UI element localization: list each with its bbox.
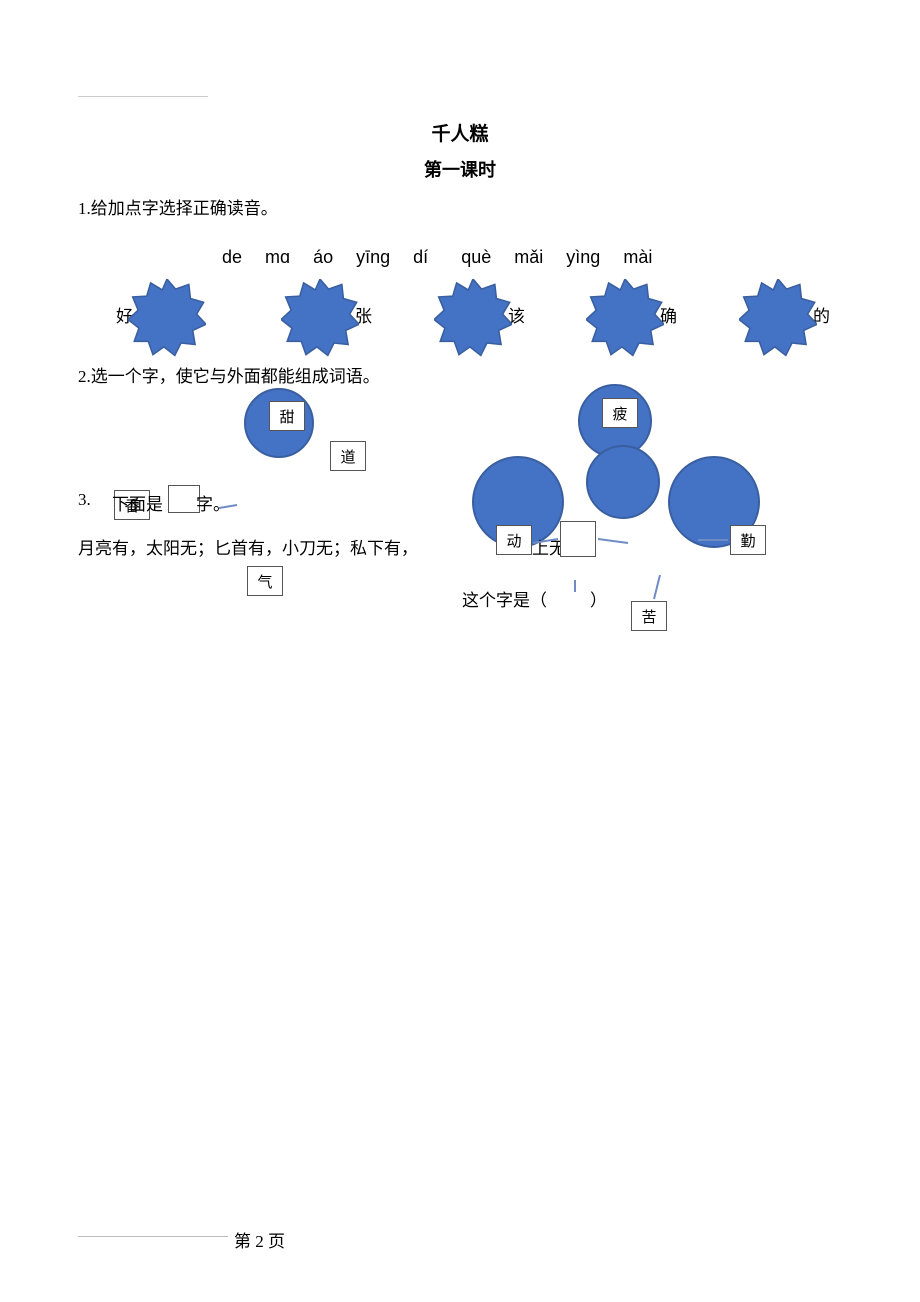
starburst-icon <box>739 279 817 357</box>
dash-line <box>219 504 239 512</box>
pinyin-item: dí <box>413 247 428 268</box>
title-main: 千人糕 <box>0 119 920 146</box>
page: 千人糕 第一课时 1.给加点字选择正确读音。 de mɑ áo yīng dí … <box>0 0 920 1302</box>
starburst-icon <box>128 279 206 357</box>
pinyin-item: áo <box>313 247 333 268</box>
q2-label: 2.选一个字，使它与外面都能组成词语。 <box>78 362 380 387</box>
box-tian: 甜 <box>269 401 305 431</box>
box-ku: 苦 <box>631 601 667 631</box>
header-rule <box>78 96 208 97</box>
box-qi: 气 <box>247 566 283 596</box>
box-dao: 道 <box>330 441 366 471</box>
starburst-icon <box>434 279 512 357</box>
q3-line3: 这个字是（ <box>462 586 547 611</box>
pinyin-item: yīng <box>356 247 390 268</box>
dash-line <box>567 580 587 594</box>
box-center-empty <box>560 521 596 557</box>
q3-mid: 下面是 <box>112 490 163 515</box>
q1-label: 1.给加点字选择正确读音。 <box>78 194 278 219</box>
dash-line <box>598 536 630 546</box>
page-number: 第 2 页 <box>234 1227 285 1252</box>
pinyin-item: de <box>222 247 242 268</box>
dash-line <box>650 575 664 601</box>
footer-rule <box>78 1236 228 1237</box>
box-qin: 勤 <box>730 525 766 555</box>
starburst-icon <box>281 279 359 357</box>
q3-line3-end: ） <box>590 586 607 611</box>
circle-shape <box>586 445 660 519</box>
title-sub: 第一课时 <box>0 156 920 182</box>
pinyin-item: mǎi <box>514 247 543 268</box>
box-dong: 动 <box>496 525 532 555</box>
q1-pinyin-row: de mɑ áo yīng dí què mǎi yìng mài <box>222 247 670 268</box>
pinyin-item: yìng <box>566 247 600 268</box>
pinyin-item: què <box>461 247 491 268</box>
dash-line <box>698 536 730 544</box>
pinyin-item: mài <box>623 247 652 268</box>
q3-line2a: 月亮有，太阳无；匕首有，小刀无；私下有， <box>78 534 418 559</box>
pinyin-item: mɑ <box>265 247 290 268</box>
dash-line <box>533 536 561 546</box>
q3-prefix: 3. <box>78 490 91 510</box>
box-pi: 疲 <box>602 398 638 428</box>
starburst-icon <box>586 279 664 357</box>
